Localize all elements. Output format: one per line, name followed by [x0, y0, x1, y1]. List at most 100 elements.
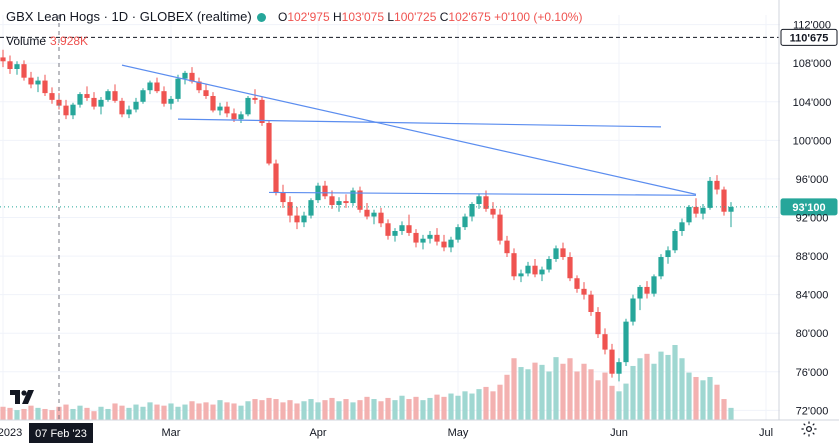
candle-body — [728, 206, 734, 212]
y-tick-label: 76'000 — [796, 367, 829, 379]
candle-body — [686, 206, 692, 223]
trendline — [121, 64, 697, 195]
candle-body — [707, 180, 713, 208]
candle-body — [56, 99, 62, 106]
candle-body — [91, 97, 97, 107]
volume-bar — [574, 371, 580, 420]
candle-body — [511, 253, 517, 277]
candle-body — [70, 104, 76, 116]
volume-bar — [595, 380, 601, 420]
volume-bar — [21, 408, 27, 420]
volume-label: Volume — [6, 34, 47, 48]
candle-body — [147, 82, 153, 91]
volume-bar — [665, 354, 671, 420]
volume-bar — [294, 403, 300, 420]
candle-body — [588, 294, 594, 312]
symbol-name[interactable]: GBX Lean Hogs — [6, 9, 100, 24]
market-status-icon — [257, 13, 267, 22]
price-marks: 110'675 93'100 — [0, 15, 838, 420]
settings-gear-icon[interactable] — [800, 420, 818, 438]
candle-body — [168, 98, 174, 104]
volume-bar — [602, 372, 608, 420]
interval-label[interactable]: 1D — [111, 9, 129, 24]
y-tick-label: 108'000 — [793, 58, 832, 70]
volume-bar — [504, 374, 510, 420]
volume-bar — [336, 401, 342, 420]
candle-body — [322, 185, 328, 197]
candle-body — [266, 123, 272, 164]
candle-body — [238, 114, 244, 120]
volume-bar — [175, 406, 181, 420]
volume-bar — [7, 407, 13, 420]
candle-body — [105, 91, 111, 100]
volume-bar — [483, 386, 489, 420]
candle-body — [378, 212, 384, 224]
price-badge — [780, 28, 838, 46]
candle-body — [616, 362, 622, 374]
crosshair-date-badge — [29, 423, 93, 443]
candle-body — [630, 298, 636, 322]
candle-body — [497, 214, 503, 241]
volume-bar — [350, 402, 356, 420]
tradingview-logo-icon[interactable] — [8, 386, 38, 408]
candle-body — [210, 96, 216, 111]
candle-body — [7, 61, 13, 69]
x-tick-label: Jul — [759, 427, 773, 439]
volume-bar — [497, 384, 503, 420]
candle-body — [175, 78, 181, 99]
candle-body — [28, 77, 34, 85]
candle-body — [721, 189, 727, 212]
volume-bar — [658, 351, 664, 420]
crosshair-date-label: 07 Feb '23 — [35, 428, 87, 440]
candle-body — [245, 97, 251, 115]
candle-body — [574, 278, 580, 289]
candle-body — [539, 269, 545, 275]
candle-body — [483, 196, 489, 209]
candle-body — [21, 64, 27, 78]
candle-body — [154, 82, 160, 92]
candle-body — [329, 196, 335, 205]
candle-body — [133, 101, 139, 110]
candle-body — [357, 190, 363, 210]
candle-body — [434, 234, 440, 242]
candle-body — [385, 223, 391, 236]
candle-body — [413, 232, 419, 243]
volume-bar — [490, 391, 496, 420]
volume-bar — [140, 406, 146, 420]
candle-body — [196, 81, 202, 91]
volume-bar — [259, 400, 265, 420]
volume-bar — [462, 391, 468, 420]
candle-body — [42, 80, 48, 94]
close-value: 102'675 — [448, 10, 491, 24]
volume-bar — [49, 410, 55, 420]
volume-bar — [147, 402, 153, 420]
candle-body — [259, 99, 265, 123]
candle-body — [595, 312, 601, 335]
candle-body — [406, 225, 412, 233]
high-value: 103'075 — [341, 10, 385, 24]
volume-legend[interactable]: Volume 3.928K — [6, 34, 88, 48]
volume-bar — [14, 410, 20, 420]
candle-body — [280, 192, 286, 203]
candle-body — [420, 238, 426, 243]
grid — [0, 15, 780, 420]
volume-bar — [210, 404, 216, 420]
candle-body — [112, 91, 118, 101]
volume-bar — [511, 358, 517, 420]
candle-body — [252, 97, 258, 100]
candle-body — [203, 90, 209, 96]
candle-body — [336, 201, 342, 205]
trendlines[interactable] — [121, 64, 697, 196]
volume-bar — [525, 369, 531, 420]
volume-bar — [672, 345, 678, 420]
volume-bar — [105, 408, 111, 420]
volume-bar — [728, 407, 734, 420]
volume-bar — [455, 395, 461, 420]
volume-bar — [518, 367, 524, 420]
candle-body — [84, 94, 90, 98]
volume-bar — [63, 404, 69, 420]
candle-body — [455, 227, 461, 240]
volume-bar — [357, 400, 363, 420]
